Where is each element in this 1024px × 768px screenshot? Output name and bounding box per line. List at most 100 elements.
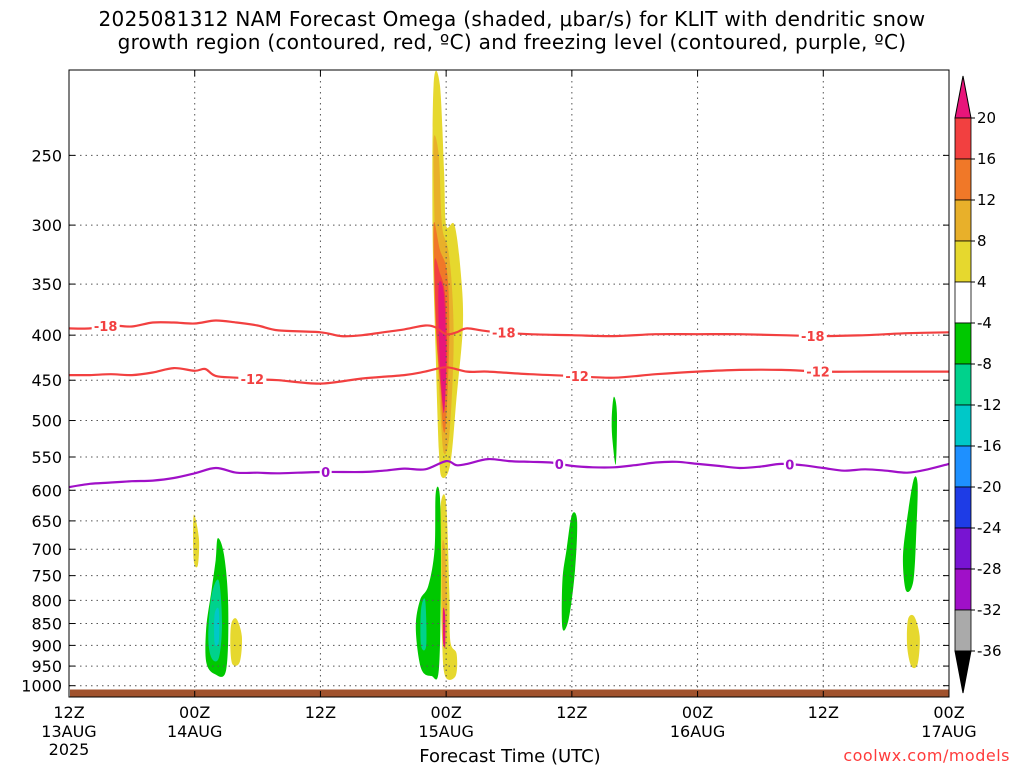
colorbar-tick-label: 20	[977, 109, 996, 127]
omega-shaded-region	[214, 607, 220, 647]
y-tick-label: 600	[31, 481, 62, 500]
contour-label: -18	[492, 326, 516, 341]
contour-label-background	[798, 327, 827, 344]
y-tick-label: 700	[31, 540, 62, 559]
contour-label: -12	[565, 370, 589, 385]
omega-shaded-region	[230, 618, 243, 666]
colorbar-top-arrow	[954, 75, 972, 119]
colorbar-swatch	[954, 117, 972, 160]
contour-label-background	[319, 463, 332, 480]
y-tick-label: 500	[31, 412, 62, 431]
y-tick-label: 900	[31, 636, 62, 655]
contour-line	[68, 457, 950, 489]
colorbar-swatch	[954, 240, 972, 283]
y-tick-label: 650	[31, 512, 62, 531]
colorbar-tick-label: -32	[977, 601, 1002, 619]
x-tick-label: 12Z	[808, 703, 839, 722]
omega-shaded-region	[561, 512, 578, 631]
x-tick-date-label: 15AUG	[418, 722, 473, 741]
x-tick-label: 00Z	[179, 703, 210, 722]
contour-label-background	[489, 324, 518, 341]
y-tick-label: 800	[31, 591, 62, 610]
contour-label: 0	[555, 458, 564, 473]
chart-title-line-2: growth region (contoured, red, ºC) and f…	[117, 30, 907, 54]
colorbar-tick-label: -12	[977, 396, 1002, 414]
y-tick-label: 950	[31, 657, 62, 676]
colorbar-tick-label: 4	[977, 273, 987, 291]
contour-label: -12	[806, 365, 830, 380]
x-tick-label: 00Z	[933, 703, 964, 722]
x-tick-date-label: 16AUG	[670, 722, 725, 741]
colorbar-swatch	[954, 199, 972, 242]
omega-shaded-region	[611, 396, 618, 465]
plot-frame-border	[68, 69, 950, 698]
colorbar-swatch	[954, 363, 972, 406]
colorbar-tick-label: -36	[977, 642, 1002, 660]
y-tick-label: 750	[31, 567, 62, 586]
colorbar-swatch	[954, 486, 972, 529]
x-axis-label: Forecast Time (UTC)	[419, 746, 601, 767]
omega-shaded-region	[906, 614, 920, 669]
x-tick-label: 00Z	[682, 703, 713, 722]
contour-label-background	[563, 368, 592, 385]
x-tick-label: 00Z	[430, 703, 461, 722]
y-tick-label: 850	[31, 615, 62, 634]
omega-shaded-region	[902, 476, 918, 593]
y-tick-label: 400	[31, 326, 62, 345]
y-tick-label: 350	[31, 275, 62, 294]
colorbar-tick-label: -24	[977, 519, 1002, 537]
colorbar-swatch	[954, 609, 972, 652]
omega-shaded-region	[420, 598, 427, 651]
y-tick-label: 1000	[21, 677, 62, 696]
contour-label: -18	[94, 320, 118, 335]
colorbar-swatch	[954, 322, 972, 365]
source-credit: coolwx.com/models	[843, 746, 1010, 765]
colorbar-swatch	[954, 445, 972, 488]
colorbar-swatch	[954, 527, 972, 570]
y-tick-label: 550	[31, 448, 62, 467]
contour-line	[68, 319, 950, 338]
terrain-layer	[70, 689, 949, 697]
chart-title-line-1: 2025081312 NAM Forecast Omega (shaded, μ…	[98, 7, 926, 31]
y-tick-label: 450	[31, 371, 62, 390]
y-tick-label: 250	[31, 146, 62, 165]
colorbar-swatch	[954, 158, 972, 201]
x-tick-date-label: 13AUG	[41, 722, 96, 741]
x-tick-label: 12Z	[305, 703, 336, 722]
colorbar-swatch	[954, 404, 972, 447]
contour-line	[68, 366, 949, 385]
x-tick-date-label: 14AUG	[167, 722, 222, 741]
colorbar-tick-label: 12	[977, 191, 996, 209]
contour-label-background	[91, 318, 120, 335]
y-tick-label: 300	[31, 216, 62, 235]
plot-area	[69, 70, 949, 697]
contour-label: 0	[785, 458, 794, 473]
colorbar-swatch	[954, 568, 972, 611]
colorbar-tick-label: 8	[977, 232, 987, 250]
colorbar-tick-label: 16	[977, 150, 996, 168]
contour-label-background	[804, 363, 833, 380]
colorbar-tick-label: -28	[977, 560, 1002, 578]
x-tick-year-label: 2025	[49, 740, 90, 759]
x-tick-date-label: 17AUG	[921, 722, 976, 741]
omega-shaded-region	[442, 607, 446, 648]
colorbar-swatch	[954, 281, 972, 324]
x-tick-label: 12Z	[53, 703, 84, 722]
x-tick-label: 12Z	[556, 703, 587, 722]
axes-layer: 250 300 350 400 450 500 550 600 650 700 750 800 850 9…	[21, 69, 977, 759]
colorbar-bottom-arrow	[954, 650, 972, 694]
contour-label: 0	[321, 466, 330, 481]
colorbar-tick-label: -8	[977, 355, 992, 373]
contour-label-background	[553, 455, 566, 472]
colorbar: 20 16 12 8 4 -4 -8 -12 -16 -20 -24 -28 -32 -36	[954, 75, 1002, 694]
omega-shading-layer	[193, 70, 920, 680]
colorbar-tick-label: -16	[977, 437, 1002, 455]
colorbar-tick-label: -4	[977, 314, 992, 332]
grid-layer	[69, 70, 949, 697]
contour-label-background	[238, 370, 267, 387]
contour-label: -12	[241, 373, 265, 388]
contour-label: -18	[801, 330, 825, 345]
contour-layer: -18 -18 -18 -12 -12 -12 0 0 0	[68, 318, 950, 489]
contour-label-background	[783, 456, 796, 473]
